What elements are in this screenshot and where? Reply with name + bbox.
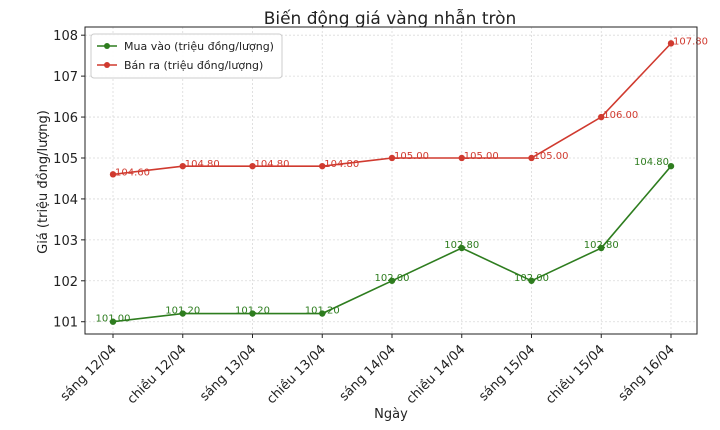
x-tick-label: sáng 14/04 <box>337 342 399 404</box>
data-point <box>528 277 535 284</box>
data-label: 101.20 <box>235 306 270 317</box>
x-tick-label: chiều 14/04 <box>404 342 469 407</box>
data-label: 104.80 <box>634 157 669 168</box>
y-tick-label: 101 <box>53 316 78 331</box>
data-point <box>388 154 396 162</box>
x-tick-label: sáng 16/04 <box>616 342 678 404</box>
plot-frame <box>84 26 698 335</box>
y-tick-label: 104 <box>53 193 78 208</box>
data-label: 105.00 <box>464 151 499 162</box>
x-axis: sáng 12/04 chiều 12/04 sáng 13/04 chiều 13/… <box>58 334 678 407</box>
x-tick-label: sáng 12/04 <box>58 342 120 404</box>
data-point <box>319 162 326 170</box>
legend-swatch-marker <box>104 43 110 49</box>
data-point <box>249 162 256 170</box>
chart-title: Biến động giá vàng nhẫn tròn <box>264 8 517 29</box>
x-tick-label: sáng 13/04 <box>197 342 259 404</box>
data-label: 101.20 <box>165 306 200 317</box>
data-label: 102.80 <box>444 240 479 251</box>
data-label: 104.80 <box>255 159 290 170</box>
data-label: 105.00 <box>394 151 429 162</box>
legend-label-sell: Bán ra (triệu đồng/lượng) <box>124 59 263 72</box>
data-point <box>598 113 605 121</box>
y-tick-label: 103 <box>53 234 78 249</box>
x-tick-label: chiều 13/04 <box>264 342 329 407</box>
data-label: 107.80 <box>673 36 708 47</box>
data-point <box>179 310 186 317</box>
legend: Mua vào (triệu đồng/lượng) Bán ra (triệu… <box>90 33 283 79</box>
x-axis-label: Ngày <box>374 407 408 422</box>
data-label: 102.80 <box>584 240 619 251</box>
data-label: 104.60 <box>115 167 150 178</box>
data-point <box>179 162 186 170</box>
legend-box <box>90 33 283 79</box>
data-point <box>249 310 256 317</box>
data-label: 104.80 <box>185 159 220 170</box>
y-tick-label: 102 <box>53 275 78 290</box>
x-tick-label: chiều 12/04 <box>125 342 190 407</box>
data-point <box>528 154 535 162</box>
y-axis: 101 102 103 104 105 106 107 108 <box>53 29 85 331</box>
y-tick-label: 106 <box>53 111 78 126</box>
y-axis-label: Giá (triệu đồng/lượng) <box>36 110 51 254</box>
data-point <box>458 154 465 162</box>
series-buy: 101.00 101.20 101.20 101.20 102.00 102.80 102.… <box>96 157 675 325</box>
y-tick-label: 105 <box>53 152 78 167</box>
data-point <box>598 244 605 252</box>
data-point <box>667 162 675 170</box>
data-label: 102.00 <box>375 273 410 284</box>
data-point <box>109 318 117 325</box>
data-label: 101.00 <box>96 314 131 325</box>
x-tick-label: sáng 15/04 <box>476 342 538 404</box>
legend-label-buy: Mua vào (triệu đồng/lượng) <box>124 40 274 53</box>
series-layer: 101.00 101.20 101.20 101.20 102.00 102.80 102.… <box>96 36 708 325</box>
data-label: 106.00 <box>603 110 638 121</box>
y-tick-label: 108 <box>53 29 78 44</box>
x-tick-label: chiều 15/04 <box>543 342 608 407</box>
data-point <box>109 171 117 178</box>
data-point <box>388 277 396 284</box>
data-label: 101.20 <box>305 306 340 317</box>
legend-swatch-marker <box>104 62 110 68</box>
data-label: 102.00 <box>514 273 549 284</box>
data-point <box>667 40 675 47</box>
data-label: 104.80 <box>324 159 359 170</box>
data-label: 105.00 <box>534 151 569 162</box>
series-sell: 104.60 104.80 104.80 104.80 105.00 105.00 105.… <box>109 36 708 178</box>
data-point <box>319 310 326 317</box>
data-point <box>458 244 465 252</box>
y-tick-label: 107 <box>53 70 78 85</box>
